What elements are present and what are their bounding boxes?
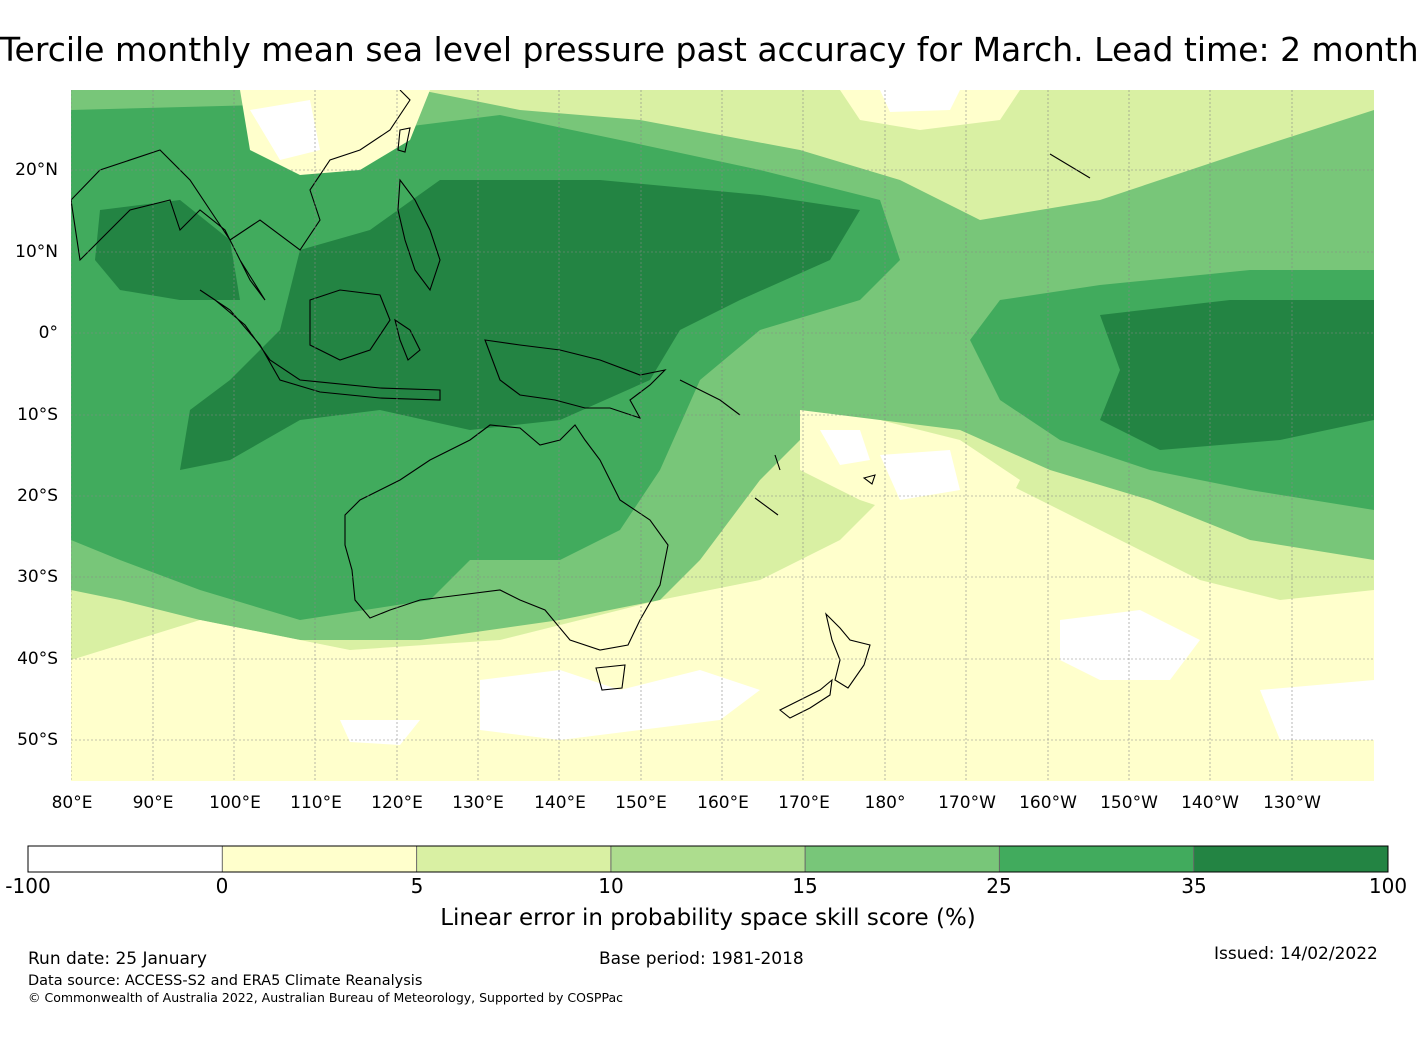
colorbar-segment <box>222 846 417 872</box>
colorbar-tick-label: 35 <box>1181 874 1207 898</box>
skill-field <box>71 90 1374 781</box>
colorbar-tick-label: 100 <box>1368 874 1408 898</box>
lon-tick-label: 140°E <box>534 793 586 813</box>
colorbar-tick-label: 10 <box>598 874 624 898</box>
colorbar-outline <box>27 845 1389 873</box>
colorbar-segment <box>28 846 223 872</box>
run-date: Run date: 25 January <box>28 949 207 969</box>
new-zealand-south-coastline <box>778 678 833 719</box>
colorbar-label: Linear error in probability space skill … <box>440 905 976 931</box>
colorbar-segment <box>610 846 806 872</box>
colorbar-tick-label: 0 <box>215 874 229 898</box>
lon-tick-label: 160°W <box>1019 793 1077 813</box>
colorbar-segment <box>805 846 1000 872</box>
sumatra-java-coastline <box>199 289 441 401</box>
tasmania-coastline <box>595 664 626 691</box>
lon-tick-label: 170°E <box>778 793 830 813</box>
skill-zone-negative-north <box>250 90 960 160</box>
lon-tick-label: 130°W <box>1263 793 1321 813</box>
lon-tick-label: 80°E <box>51 793 93 813</box>
vanuatu-coastline <box>774 454 781 471</box>
coastlines <box>71 90 1091 719</box>
copyright: © Commonwealth of Australia 2022, Austra… <box>28 990 623 1005</box>
solomon-islands-coastline <box>679 379 741 416</box>
map-title: Tercile monthly mean sea level pressure … <box>0 30 1416 69</box>
data-source: Data source: ACCESS-S2 and ERA5 Climate … <box>28 973 423 989</box>
lon-tick-label: 180° <box>864 793 906 813</box>
colorbar-segment <box>999 846 1194 872</box>
colorbar-tick-label: 5 <box>410 874 424 898</box>
base-period: Base period: 1981-2018 <box>599 949 804 969</box>
lat-tick-label: 20°S <box>17 486 58 506</box>
lon-tick-label: 160°E <box>697 793 749 813</box>
lon-tick-label: 170°W <box>938 793 996 813</box>
lon-tick-label: 150°E <box>615 793 667 813</box>
lat-tick-label: 20°N <box>15 160 58 180</box>
australia-coastline <box>344 424 669 651</box>
new-zealand-north-coastline <box>825 612 871 689</box>
lon-tick-label: 150°W <box>1100 793 1158 813</box>
asia-coastline <box>71 90 411 301</box>
lon-tick-label: 110°E <box>290 793 342 813</box>
skill-zone-35-100-indian <box>95 200 240 300</box>
new-caledonia-coastline <box>754 497 779 516</box>
fiji-coastline <box>862 474 876 485</box>
lon-tick-label: 140°W <box>1181 793 1239 813</box>
sulawesi-coastline <box>394 318 421 361</box>
philippines-coastline <box>397 178 441 292</box>
colorbar-segment <box>1193 846 1388 872</box>
lat-tick-label: 30°S <box>17 567 58 587</box>
skill-zone-35-100-east <box>1100 300 1374 450</box>
skill-zone-35-100-west <box>180 180 860 470</box>
new-guinea-coastline <box>484 339 667 419</box>
lon-tick-label: 120°E <box>371 793 423 813</box>
taiwan-coastline <box>397 127 411 153</box>
lon-tick-label: 90°E <box>132 793 174 813</box>
lat-tick-label: 10°N <box>15 242 58 262</box>
skill-zone-negative-tasman <box>480 670 760 740</box>
colorbar-segment <box>416 846 611 872</box>
lat-tick-label: 50°S <box>17 730 58 750</box>
skill-zone-negative-southwest <box>340 720 420 745</box>
colorbar-tick-label: -100 <box>5 874 51 898</box>
colorbar <box>27 845 1389 873</box>
skill-zone-negative-southeast <box>1060 610 1374 740</box>
lon-tick-label: 100°E <box>209 793 261 813</box>
lat-tick-label: 40°S <box>17 649 58 669</box>
lat-tick-label: 10°S <box>17 405 58 425</box>
lat-tick-label: 0° <box>38 323 58 343</box>
issued-date: Issued: 14/02/2022 <box>1214 944 1378 964</box>
colorbar-tick-label: 15 <box>792 874 818 898</box>
hawaii-coastline <box>1049 153 1091 179</box>
lon-tick-label: 130°E <box>452 793 504 813</box>
skill-zone-negative-central <box>820 430 960 500</box>
colorbar-tick-label: 25 <box>986 874 1012 898</box>
graticule <box>71 90 1374 781</box>
